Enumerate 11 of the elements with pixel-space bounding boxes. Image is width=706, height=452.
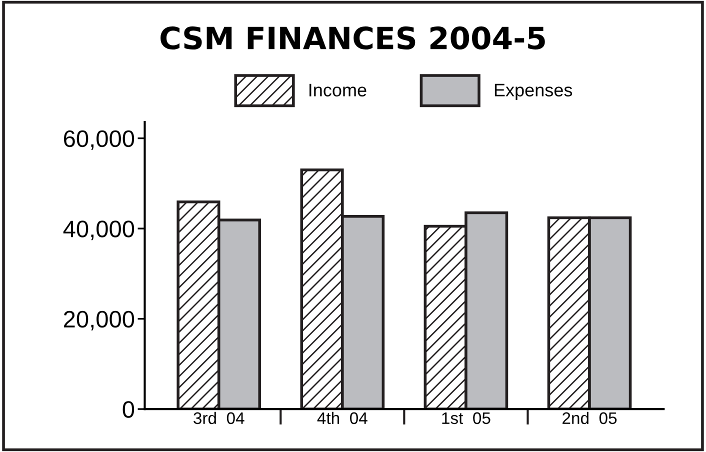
x-tick-label: 2nd 05 [562,412,617,424]
y-tick-label: 0 [122,401,134,418]
legend-label: Income [310,84,366,96]
chart-title: CSM FINANCES 2004-5 [160,26,545,50]
x-tick-label: 4th 04 [317,412,368,424]
x-tick-label: 3rd 04 [194,412,244,424]
legend-label: Expenses [494,84,572,100]
y-tick-label: 40,000 [63,220,134,240]
y-tick-label: 20,000 [64,310,134,330]
y-tick-label: 60,000 [64,130,134,150]
x-tick-label: 1st 05 [442,412,490,424]
